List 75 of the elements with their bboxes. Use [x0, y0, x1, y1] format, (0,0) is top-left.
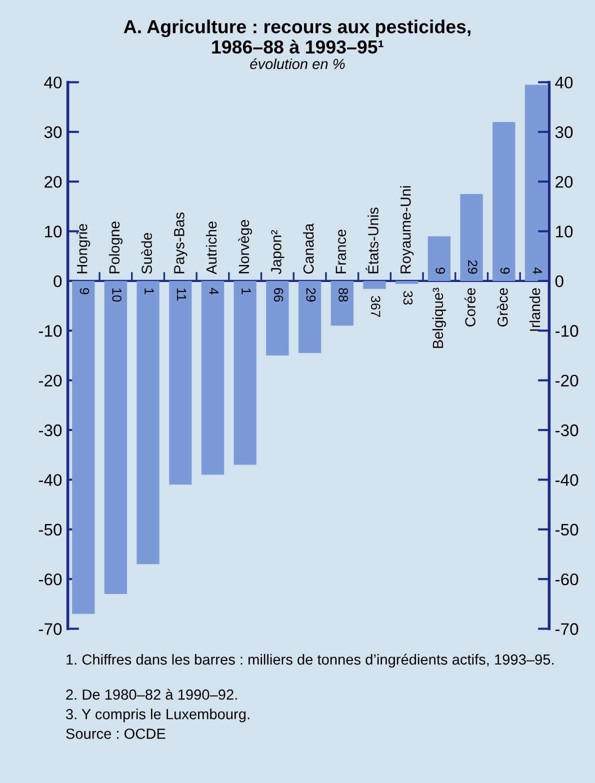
bar — [104, 280, 128, 594]
bar — [524, 84, 548, 281]
x-tick-label: Pologne — [108, 222, 123, 274]
x-tick-label: Autriche — [206, 222, 217, 274]
y2-tick-label: -50 — [555, 524, 578, 536]
chart-subtitle: évolution en % — [250, 58, 345, 70]
y-tick-label: 20 — [44, 176, 62, 188]
y2-tick-label: 20 — [556, 176, 573, 188]
y-tick-label: 30 — [44, 126, 62, 138]
bar — [201, 280, 224, 475]
text: 3. Y compris le Luxembourg. — [66, 708, 250, 722]
x-tick-label: Grèce — [496, 288, 508, 326]
y-tick-label: 10 — [45, 226, 62, 238]
y-tick-label: -10 — [38, 325, 62, 337]
x-tick-label: Canada — [303, 223, 314, 274]
annotation: 66 — [274, 288, 284, 302]
x-tick-label: Irlande — [529, 288, 540, 331]
y-tick-label: -50 — [38, 524, 62, 536]
y2-tick-label: 10 — [556, 226, 573, 238]
y2-tick-label: -10 — [555, 325, 578, 337]
annotation: 1 — [242, 288, 251, 294]
x-tick-label: Japon² — [271, 230, 284, 274]
bar — [234, 280, 256, 465]
annotation: 4 — [532, 267, 542, 274]
x-tick-label: Hongrie — [76, 224, 90, 274]
x-tick-label: Belgique³ — [432, 288, 446, 348]
annotation: 367 — [370, 296, 380, 317]
text: 1. Chiffres dans les barres : milliers de tonnes d’ingrédients actifs, 1993–95. — [66, 654, 554, 668]
x-tick-label: Pays-Bas — [174, 212, 188, 274]
bar — [492, 122, 516, 281]
annotation: 33 — [403, 290, 413, 305]
annotation: 9 — [436, 268, 445, 274]
y2-tick-label: -60 — [555, 573, 578, 586]
annotation: 4 — [209, 288, 218, 294]
y-tick-label: -30 — [38, 424, 62, 436]
x-tick-label: États-Unis — [366, 208, 378, 274]
y2-tick-label: -40 — [555, 474, 578, 486]
annotation: 10 — [112, 288, 122, 302]
bar — [460, 194, 483, 281]
y-tick-label: -70 — [38, 623, 62, 635]
bar — [396, 280, 418, 284]
y2-tick-label: -70 — [555, 623, 578, 635]
y-tick-label: -20 — [38, 374, 62, 387]
annotation: 29 — [306, 288, 316, 302]
bar — [298, 280, 322, 353]
y-tick-label: 0 — [54, 275, 62, 288]
x-tick-label: Royaume-Uni — [400, 186, 414, 274]
y-tick-label: 40 — [44, 76, 62, 88]
y-tick-label: -40 — [38, 474, 62, 486]
bar — [363, 280, 386, 289]
annotation: 9 — [500, 268, 510, 274]
annotation: 88 — [338, 288, 348, 302]
y2-tick-label: 30 — [555, 126, 573, 138]
source-note: Source : OCDE — [66, 728, 166, 739]
annotation: 9 — [80, 288, 90, 294]
bar — [72, 280, 95, 614]
bar — [330, 280, 354, 326]
y2-tick-label: -30 — [555, 424, 578, 436]
chart-title: A. Agriculture : recours aux pesticides, 1986–88 à 1993–95¹ — [124, 20, 470, 54]
bar — [136, 280, 160, 564]
y2-tick-label: 0 — [555, 275, 564, 288]
x-tick-label: France — [336, 230, 346, 274]
annotation: 1 — [144, 288, 154, 294]
x-tick-label: Norvège — [238, 220, 252, 274]
bar — [428, 236, 451, 281]
annotation: 11 — [176, 288, 186, 301]
x-tick-label: Corée — [464, 288, 476, 326]
y2-tick-label: -20 — [555, 374, 578, 387]
bar — [169, 280, 192, 485]
y2-tick-label: 40 — [555, 76, 573, 88]
bar — [266, 280, 289, 356]
text: 2. De 1980–82 à 1990–92. — [66, 688, 237, 700]
x-tick-label: Suède — [141, 232, 152, 274]
annotation: 29 — [468, 260, 478, 274]
y-tick-label: -60 — [38, 573, 62, 586]
